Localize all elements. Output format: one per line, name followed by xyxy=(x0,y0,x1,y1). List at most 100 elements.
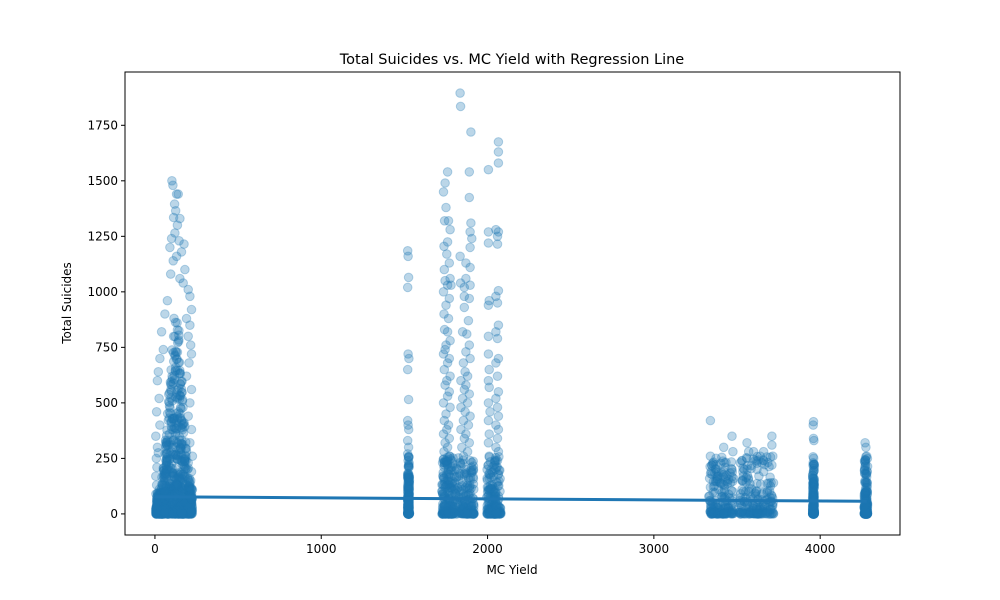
scatter-point xyxy=(167,484,177,494)
scatter-point xyxy=(168,474,179,485)
scatter-point xyxy=(154,503,164,513)
scatter-point xyxy=(171,453,181,464)
scatter-point xyxy=(404,353,414,364)
scatter-point xyxy=(178,439,188,450)
scatter-point xyxy=(185,479,195,489)
scatter-point xyxy=(720,475,731,486)
scatter-point xyxy=(178,509,188,519)
scatter-point xyxy=(151,431,161,442)
scatter-point xyxy=(172,365,183,376)
scatter-point xyxy=(737,506,747,517)
scatter-point xyxy=(184,481,195,491)
scatter-point xyxy=(175,501,186,512)
scatter-point xyxy=(483,238,494,248)
scatter-point xyxy=(492,433,503,444)
scatter-point xyxy=(184,509,195,519)
scatter-point xyxy=(171,354,182,364)
scatter-point xyxy=(183,503,193,514)
scatter-point xyxy=(158,498,168,508)
scatter-point xyxy=(151,507,161,518)
scatter-point xyxy=(719,458,730,468)
scatter-point xyxy=(177,469,188,480)
scatter-point xyxy=(180,507,190,517)
scatter-point xyxy=(167,396,178,406)
scatter-point xyxy=(161,480,171,491)
scatter-point xyxy=(171,479,182,490)
scatter-point xyxy=(162,464,173,475)
scatter-points-group xyxy=(151,88,873,519)
scatter-point xyxy=(861,442,871,453)
scatter-point xyxy=(466,127,476,137)
scatter-point xyxy=(170,366,181,376)
scatter-point xyxy=(159,471,169,482)
y-tick-label: 250 xyxy=(95,451,118,465)
scatter-point xyxy=(183,509,194,519)
scatter-point xyxy=(178,500,189,511)
scatter-point xyxy=(767,431,777,442)
scatter-point xyxy=(154,502,164,512)
scatter-point xyxy=(158,498,169,509)
scatter-point xyxy=(161,504,171,514)
scatter-point xyxy=(172,454,183,465)
x-axis: 0 1000 2000 3000 4000 xyxy=(151,535,835,556)
scatter-point xyxy=(178,502,188,512)
scatter-point xyxy=(492,500,503,510)
scatter-point xyxy=(158,504,168,515)
scatter-point xyxy=(175,442,186,453)
scatter-point xyxy=(167,345,177,355)
scatter-point xyxy=(403,394,414,405)
scatter-point xyxy=(492,333,503,344)
scatter-point xyxy=(168,256,178,266)
scatter-point xyxy=(183,483,193,494)
scatter-point xyxy=(179,464,189,475)
scatter-point xyxy=(180,506,190,517)
scatter-point xyxy=(164,500,174,511)
scatter-point xyxy=(158,344,169,355)
scatter-point xyxy=(173,189,183,199)
scatter-point xyxy=(157,479,167,489)
scatter-point xyxy=(186,498,197,509)
scatter-point xyxy=(172,220,183,230)
scatter-point xyxy=(186,502,196,512)
scatter-point xyxy=(167,371,177,382)
scatter-point xyxy=(186,384,197,395)
scatter-point xyxy=(446,280,456,291)
scatter-point xyxy=(186,424,197,435)
scatter-point xyxy=(181,508,192,519)
scatter-point xyxy=(152,375,163,386)
scatter-point xyxy=(171,437,182,448)
scatter-point xyxy=(168,508,178,518)
scatter-point xyxy=(171,387,182,398)
scatter-point xyxy=(178,508,188,519)
scatter-point xyxy=(168,449,178,460)
scatter-point xyxy=(174,431,185,442)
scatter-point xyxy=(464,192,475,203)
scatter-point xyxy=(176,438,187,449)
scatter-point xyxy=(170,351,180,361)
scatter-point xyxy=(166,386,176,397)
scatter-point xyxy=(155,502,165,513)
scatter-point xyxy=(151,502,162,513)
scatter-point xyxy=(173,336,184,347)
scatter-point xyxy=(162,452,172,463)
scatter-point xyxy=(179,461,189,471)
scatter-point xyxy=(728,473,739,484)
scatter-point xyxy=(175,444,186,455)
x-tick-label: 0 xyxy=(151,542,159,556)
scatter-point xyxy=(168,502,178,513)
scatter-point xyxy=(158,480,169,491)
scatter-point xyxy=(162,454,172,464)
scatter-point xyxy=(168,435,178,446)
scatter-point xyxy=(808,466,819,477)
scatter-point xyxy=(151,507,161,518)
scatter-point xyxy=(176,415,187,426)
scatter-point xyxy=(170,331,180,342)
scatter-point xyxy=(172,451,183,461)
scatter-point xyxy=(183,506,193,517)
scatter-point xyxy=(176,508,187,518)
scatter-point xyxy=(172,411,183,422)
scatter-point xyxy=(154,502,165,513)
scatter-point xyxy=(443,313,454,324)
scatter-point xyxy=(151,508,162,518)
scatter-point xyxy=(175,408,185,419)
